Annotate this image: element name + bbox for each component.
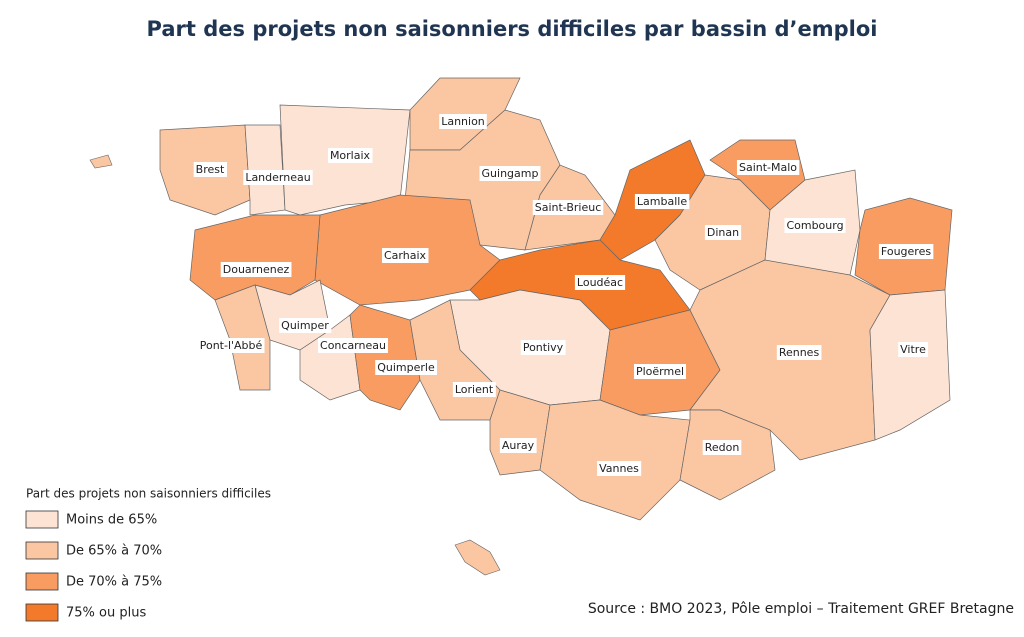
island (89, 154, 113, 169)
label-box (532, 200, 604, 215)
label-box (327, 148, 373, 163)
region-label: Quimper (281, 319, 329, 332)
map-title: Part des projets non saisonniers diffici… (147, 17, 878, 41)
region-label: Brest (196, 163, 225, 176)
label-box (499, 438, 537, 453)
legend-swatch (25, 541, 59, 560)
region-label: Guingamp (482, 167, 539, 180)
region-label: Lamballe (637, 195, 687, 208)
region-label: Dinan (707, 226, 739, 239)
label-box (452, 382, 496, 397)
legend-title: Part des projets non saisonniers diffici… (26, 487, 271, 501)
region-label: Vannes (599, 462, 639, 475)
label-box (197, 338, 265, 353)
region-label: Carhaix (384, 249, 427, 262)
labels: Brest Landerneau Morlaix Lannion Guingamp Sai… (193, 114, 934, 476)
region-label: Saint-Brieuc (535, 201, 602, 214)
region-label: Vitre (900, 343, 926, 356)
region-label: Pont-l'Abbé (200, 339, 263, 352)
label-box (520, 340, 566, 355)
legend-label: De 70% à 75% (66, 575, 162, 590)
legend-swatch (25, 572, 59, 591)
label-box (597, 461, 642, 476)
region-label: Pontivy (523, 341, 564, 354)
label-box (878, 244, 934, 259)
label-box (318, 338, 388, 353)
legend-label: De 65% à 70% (66, 544, 162, 559)
legend: Moins de 65% De 65% à 70% De 70% à 75% 75% … (25, 510, 162, 622)
region-label: Rennes (779, 346, 820, 359)
label-box (776, 345, 822, 360)
island (454, 539, 501, 576)
region-label: Landerneau (245, 171, 310, 184)
region-label: Redon (705, 441, 740, 454)
label-box (439, 114, 487, 129)
region-label: Combourg (786, 219, 843, 232)
label-box (220, 262, 292, 277)
label-box (375, 360, 437, 375)
region-label: Douarnenez (223, 263, 290, 276)
region-label: Morlaix (330, 149, 371, 162)
label-box (193, 162, 228, 177)
region-label: Auray (502, 439, 535, 452)
label-box (633, 364, 687, 379)
label-box (898, 342, 929, 357)
label-box (736, 160, 800, 175)
legend-swatch (25, 603, 59, 622)
label-box (479, 166, 541, 181)
regions (159, 77, 953, 521)
region (869, 289, 951, 441)
label-box (381, 248, 429, 263)
label-box (574, 275, 626, 290)
region-label: Loudéac (577, 276, 623, 289)
label-box (279, 318, 332, 333)
legend-label: Moins de 65% (66, 513, 157, 528)
region-label: Fougeres (881, 245, 931, 258)
legend-swatch (25, 510, 59, 529)
label-box (702, 440, 742, 455)
region-label: Lorient (455, 383, 494, 396)
legend-label: 75% ou plus (66, 606, 146, 621)
region-label: Ploërmel (636, 365, 684, 378)
label-box (784, 218, 846, 233)
region-label: Lannion (441, 115, 485, 128)
label-box (704, 225, 742, 240)
region (539, 399, 691, 521)
label-box (634, 194, 690, 209)
label-box (243, 170, 313, 185)
region-label: Concarneau (320, 339, 386, 352)
region (349, 304, 421, 411)
region-label: Saint-Malo (739, 161, 797, 174)
region-label: Quimperle (377, 361, 435, 374)
source: Source : BMO 2023, Pôle emploi – Traitem… (588, 601, 1014, 617)
